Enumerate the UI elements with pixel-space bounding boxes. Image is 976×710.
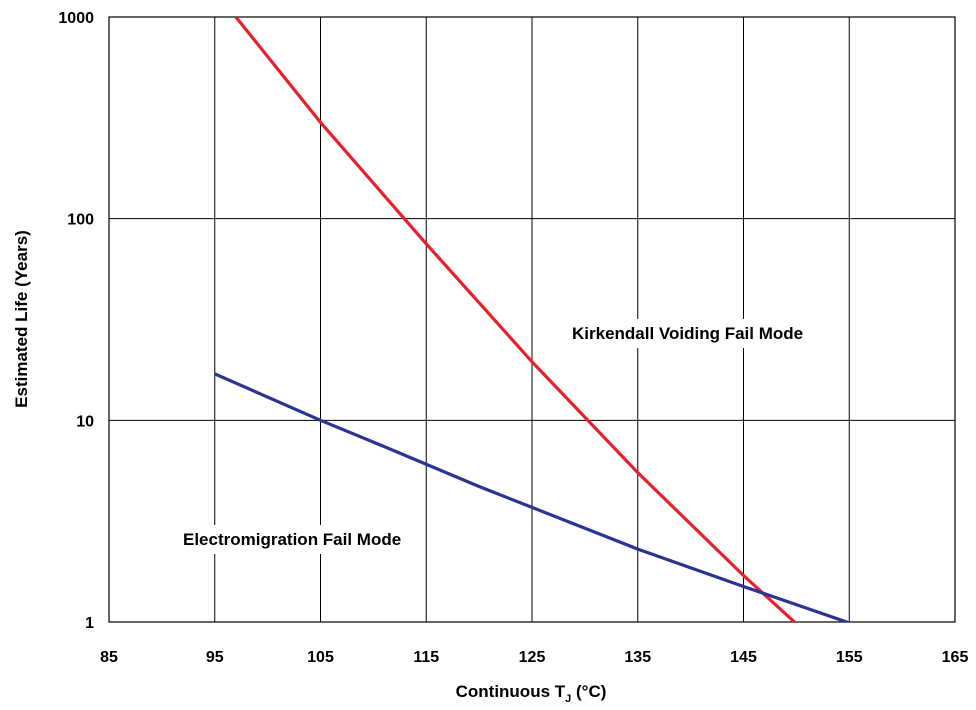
x-tick-labels: 85 95 105 115 125 135 145 155 165 — [100, 649, 968, 666]
x-axis-title-unit: (°C) — [571, 682, 606, 701]
y-tick-label: 1 — [85, 615, 94, 632]
x-tick-label: 95 — [206, 649, 224, 666]
kirkendall-voiding-line — [234, 17, 797, 622]
x-tick-label: 115 — [413, 649, 439, 666]
y-tick-label: 100 — [67, 212, 94, 229]
x-tick-label: 135 — [624, 649, 651, 666]
electromigration-series-label: Electromigration Fail Mode — [183, 530, 401, 549]
kirkendall-label-background — [564, 319, 812, 348]
y-tick-label: 1000 — [58, 10, 94, 27]
series-lines — [214, 17, 850, 622]
x-tick-label: 125 — [519, 649, 546, 666]
y-tick-label: 10 — [76, 413, 94, 430]
x-tick-label: 165 — [942, 649, 969, 666]
electromigration-label-background — [175, 525, 410, 554]
annotations — [175, 319, 812, 554]
x-tick-label: 85 — [100, 649, 118, 666]
kirkendall-series-label: Kirkendall Voiding Fail Mode — [572, 324, 803, 343]
y-tick-labels: 1 10 100 1000 — [58, 10, 94, 632]
x-axis-title: Continuous TJ (°C) — [456, 682, 607, 705]
x-axis-title-subscript: J — [565, 693, 571, 705]
x-axis-title-main: Continuous T — [456, 682, 566, 701]
electromigration-line — [214, 372, 850, 622]
y-axis-title: Estimated Life (Years) — [12, 230, 31, 408]
x-tick-label: 145 — [730, 649, 757, 666]
x-tick-label: 105 — [307, 649, 334, 666]
x-tick-label: 155 — [836, 649, 863, 666]
